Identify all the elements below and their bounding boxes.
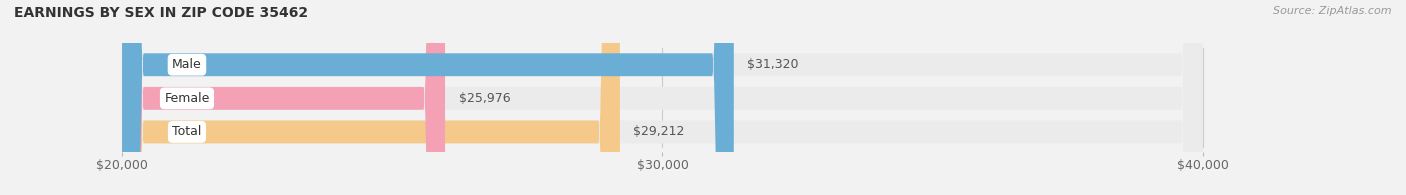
FancyBboxPatch shape [122, 0, 620, 195]
FancyBboxPatch shape [122, 0, 446, 195]
Text: $25,976: $25,976 [458, 92, 510, 105]
Text: Female: Female [165, 92, 209, 105]
Text: Male: Male [172, 58, 202, 71]
Text: Total: Total [173, 125, 201, 138]
FancyBboxPatch shape [122, 0, 734, 195]
Text: $31,320: $31,320 [748, 58, 799, 71]
FancyBboxPatch shape [122, 0, 1202, 195]
Text: EARNINGS BY SEX IN ZIP CODE 35462: EARNINGS BY SEX IN ZIP CODE 35462 [14, 6, 308, 20]
Text: $29,212: $29,212 [634, 125, 685, 138]
Text: Source: ZipAtlas.com: Source: ZipAtlas.com [1274, 6, 1392, 16]
FancyBboxPatch shape [122, 0, 1202, 195]
FancyBboxPatch shape [122, 0, 1202, 195]
